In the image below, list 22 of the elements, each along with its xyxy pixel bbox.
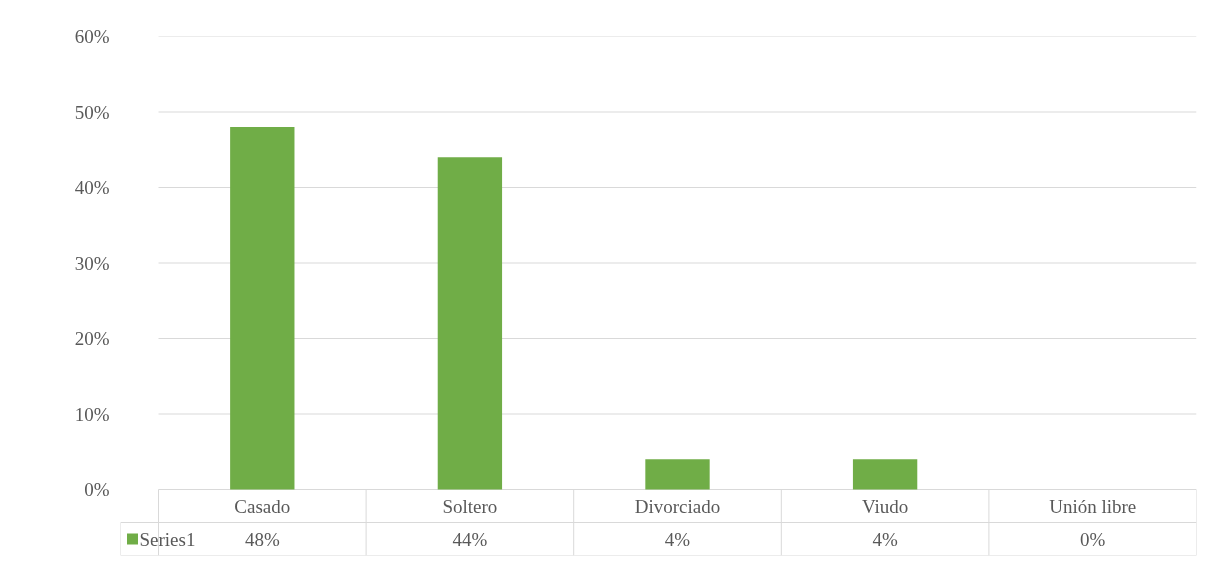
- bar: [852, 459, 918, 490]
- x-tick-label: Casado: [234, 495, 291, 517]
- y-tick-label: 30%: [74, 252, 110, 274]
- bar: [645, 459, 710, 490]
- bar: [437, 157, 503, 490]
- x-tick-label: Unión libre: [1049, 495, 1137, 517]
- x-tick-label: Soltero: [442, 495, 498, 517]
- y-tick-label: 40%: [74, 177, 110, 198]
- data-label: 4%: [664, 528, 691, 550]
- data-label: 0%: [1080, 528, 1106, 550]
- legend-label: Series1: [139, 528, 196, 550]
- data-label: 44%: [452, 528, 488, 550]
- y-tick-label: 10%: [74, 403, 110, 425]
- data-label: 48%: [244, 528, 280, 550]
- y-tick-label: 60%: [74, 26, 110, 47]
- bar: [230, 127, 295, 490]
- data-label: 4%: [872, 528, 898, 550]
- x-tick-label: Divorciado: [634, 495, 721, 517]
- y-tick-label: 20%: [74, 328, 110, 349]
- y-tick-label: 50%: [74, 101, 110, 123]
- y-tick-label: 0%: [84, 479, 110, 500]
- x-tick-label: Viudo: [861, 495, 909, 517]
